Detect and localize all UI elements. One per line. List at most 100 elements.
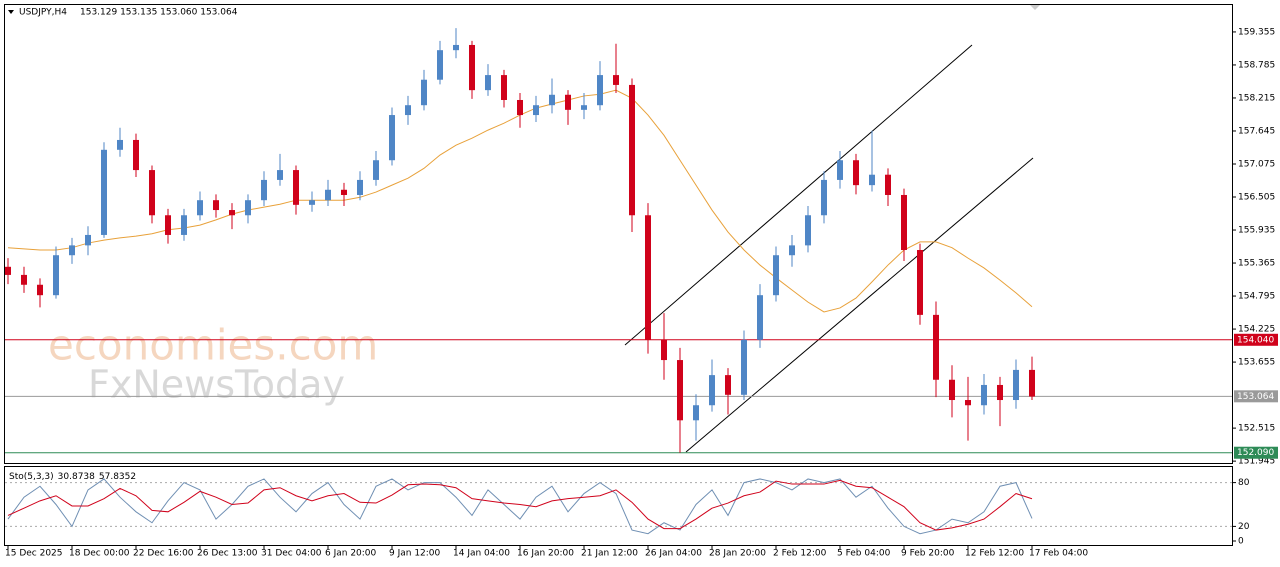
title-arrow <box>8 10 14 14</box>
y2-tick-label: 20 <box>1238 522 1250 532</box>
y-tick-label: 159.355 <box>1238 27 1275 37</box>
candle-body <box>981 384 987 406</box>
candle-body <box>437 50 443 80</box>
candle-body <box>965 400 971 406</box>
candle-body <box>149 170 155 216</box>
candle-body <box>213 200 219 211</box>
stochastic-line <box>7 478 1033 535</box>
x-tick-label: 26 Jan 04:00 <box>645 549 702 559</box>
x-tick-label: 2 Feb 12:00 <box>773 549 827 559</box>
candle-body <box>693 405 699 421</box>
candle-body <box>21 274 27 285</box>
channel-line <box>624 44 973 346</box>
candle-body <box>277 170 283 180</box>
x-tick-label: 12 Feb 12:00 <box>965 549 1024 559</box>
y-tick-label: 155.935 <box>1238 226 1275 236</box>
candle-body <box>677 360 683 421</box>
candle-body <box>741 339 747 395</box>
candle-body <box>293 170 299 205</box>
x-tick-label: 15 Dec 2025 <box>5 549 63 559</box>
candle-body <box>37 284 43 296</box>
x-tick-label: 28 Jan 20:00 <box>709 549 766 559</box>
level-label: 154.040 <box>1237 335 1274 345</box>
level-label: 153.064 <box>1237 392 1274 402</box>
x-tick-label: 26 Dec 13:00 <box>197 549 258 559</box>
candle-body <box>229 210 235 216</box>
candle-body <box>757 295 763 340</box>
y-tick-label: 153.655 <box>1238 358 1275 368</box>
candle-body <box>421 79 427 106</box>
indicator-value: 30.8738 <box>58 472 95 482</box>
candle-body <box>581 105 587 110</box>
x-tick-label: 9 Feb 20:00 <box>901 549 955 559</box>
candle-body <box>245 200 251 216</box>
candle-body <box>373 160 379 180</box>
candle-body <box>725 375 731 395</box>
candle-body <box>181 215 187 235</box>
chart-title: USDJPY,H4 <box>19 8 67 18</box>
candle-body <box>261 179 267 201</box>
x-tick-label: 14 Jan 04:00 <box>453 549 510 559</box>
y-tick-label: 158.785 <box>1238 60 1275 70</box>
candle-body <box>837 160 843 180</box>
y-tick-label: 158.215 <box>1238 93 1275 103</box>
level-tag <box>1234 390 1278 403</box>
y-tick-label: 157.075 <box>1238 159 1275 169</box>
candle-body <box>565 94 571 110</box>
level-label: 152.090 <box>1237 448 1274 458</box>
candle-body <box>805 215 811 246</box>
level-tag <box>1234 446 1278 459</box>
candle-body <box>645 215 651 340</box>
y2-tick-label: 0 <box>1238 537 1244 547</box>
candle-body <box>501 75 507 100</box>
watermark: FxNewsToday <box>88 363 345 407</box>
candle-body <box>389 115 395 161</box>
x-tick-label: 21 Jan 12:00 <box>581 549 638 559</box>
main-frame <box>4 4 1233 464</box>
level-tag <box>1234 333 1278 346</box>
y2-tick-label: 80 <box>1238 478 1250 488</box>
channel-line <box>685 157 1034 453</box>
candle-body <box>709 375 715 406</box>
candle-body <box>901 194 907 251</box>
candle-body <box>773 255 779 296</box>
candle-body <box>821 179 827 216</box>
candle-body <box>933 314 939 380</box>
candle-body <box>869 174 875 186</box>
candle-body <box>69 245 75 256</box>
candle-body <box>549 94 555 106</box>
indicator-value: Sto(5,3,3) <box>9 472 54 482</box>
indicator-frame <box>4 466 1233 546</box>
indicator-label: Sto(5,3,3) 30.8738 57.8352 <box>9 472 136 482</box>
candle-body <box>789 245 795 256</box>
stochastic-line <box>7 479 1033 531</box>
y-tick-label: 152.515 <box>1238 424 1275 434</box>
x-tick-label: 31 Dec 04:00 <box>261 549 322 559</box>
candle-body <box>453 44 459 51</box>
y-tick-label: 154.795 <box>1238 292 1275 302</box>
candle-body <box>117 139 123 150</box>
y-tick-label: 157.645 <box>1238 126 1275 136</box>
candle-body <box>597 75 603 106</box>
candle-body <box>997 384 1003 401</box>
candle-body <box>1029 369 1035 397</box>
x-tick-label: 18 Dec 00:00 <box>69 549 130 559</box>
candle-body <box>405 105 411 116</box>
candle-body <box>325 189 331 201</box>
candle-body <box>629 84 635 216</box>
candle-body <box>613 75 619 85</box>
shift-marker <box>1030 5 1040 10</box>
y-tick-label: 155.365 <box>1238 259 1275 269</box>
candle-body <box>85 234 91 246</box>
y-tick-label: 151.945 <box>1238 457 1275 467</box>
candle-body <box>309 200 315 205</box>
x-tick-label: 22 Dec 16:00 <box>133 549 194 559</box>
quote: 153.129 153.135 153.060 153.064 <box>80 8 238 18</box>
candle-body <box>533 105 539 116</box>
candle-body <box>853 160 859 186</box>
x-tick-label: 17 Feb 04:00 <box>1029 549 1088 559</box>
candle-body <box>517 99 523 116</box>
